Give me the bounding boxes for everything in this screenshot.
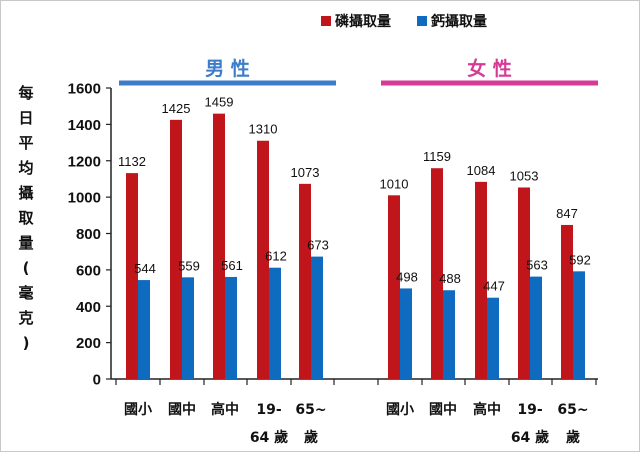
data-label-phosphorus: 1073 xyxy=(291,165,320,180)
data-label-calcium: 544 xyxy=(134,261,156,276)
data-label-calcium: 498 xyxy=(396,269,418,284)
y-tick-label: 400 xyxy=(76,299,101,316)
bar-calcium xyxy=(269,267,281,379)
bar-phosphorus xyxy=(257,140,269,379)
bar-calcium xyxy=(400,288,412,379)
legend-label: 磷攝取量 xyxy=(335,13,391,30)
bar-calcium xyxy=(138,280,150,379)
y-tick-label: 1200 xyxy=(68,153,101,170)
bar-phosphorus xyxy=(299,183,311,379)
bar-phosphorus xyxy=(431,168,443,379)
x-tick-label: 高中 xyxy=(211,401,239,418)
y-tick-label: 600 xyxy=(76,262,101,279)
x-tick-label: 64 歲 xyxy=(250,429,288,446)
bar-phosphorus xyxy=(170,119,182,379)
data-label-calcium: 447 xyxy=(483,279,505,294)
data-label-phosphorus: 1310 xyxy=(249,122,278,137)
y-tick-label: 1400 xyxy=(68,117,101,134)
y-axis-title-char: 每 xyxy=(18,84,34,102)
bar-calcium xyxy=(530,276,542,379)
bar-phosphorus xyxy=(213,113,225,379)
bar-phosphorus xyxy=(475,181,487,379)
data-label-calcium: 559 xyxy=(178,258,200,273)
legend-label: 鈣攝取量 xyxy=(431,13,487,30)
bar-calcium xyxy=(573,271,585,379)
x-tick-label: 19- xyxy=(517,402,542,418)
group-label: 男 性 xyxy=(205,57,250,80)
data-label-calcium: 563 xyxy=(526,258,548,273)
group-label: 女 性 xyxy=(467,57,512,80)
bar-phosphorus xyxy=(388,195,400,379)
data-label-phosphorus: 1425 xyxy=(162,101,191,116)
data-label-phosphorus: 1053 xyxy=(510,168,539,183)
x-tick-label: 國小 xyxy=(386,402,414,418)
bar-phosphorus xyxy=(518,187,530,379)
group-bar xyxy=(119,80,336,86)
y-axis-title-char: 取 xyxy=(18,209,34,227)
x-tick-label: 歲 xyxy=(304,429,318,446)
y-tick-label: 800 xyxy=(76,226,101,243)
data-label-calcium: 612 xyxy=(265,249,287,264)
data-label-calcium: 592 xyxy=(569,252,591,267)
y-axis-title-char: 日 xyxy=(18,109,34,127)
data-label-calcium: 673 xyxy=(307,238,329,253)
y-axis-title-char: 平 xyxy=(18,134,34,152)
bar-phosphorus xyxy=(561,224,573,379)
y-tick-label: 1000 xyxy=(68,190,101,207)
data-label-calcium: 488 xyxy=(439,271,461,286)
y-axis-title-char: 克 xyxy=(18,309,34,327)
y-axis-title-char: 均 xyxy=(18,159,34,177)
bar-calcium xyxy=(487,297,499,379)
y-axis-title-char: 量 xyxy=(18,234,34,252)
y-tick-label: 200 xyxy=(76,335,101,352)
data-label-phosphorus: 847 xyxy=(556,206,578,221)
data-label-phosphorus: 1459 xyxy=(205,95,234,110)
bar-phosphorus xyxy=(126,173,138,379)
y-axis-title-char: 毫 xyxy=(18,284,34,302)
x-tick-label: 國中 xyxy=(429,401,457,418)
y-axis-title-char: ( xyxy=(22,259,30,277)
y-axis-title-char: 攝 xyxy=(18,184,34,202)
y-tick-label: 0 xyxy=(93,372,101,389)
x-tick-label: 高中 xyxy=(473,401,501,418)
x-tick-label: 65~ xyxy=(295,402,326,418)
x-tick-label: 65~ xyxy=(557,402,588,418)
group-bar xyxy=(381,80,598,86)
x-tick-label: 64 歲 xyxy=(511,429,549,446)
data-label-phosphorus: 1010 xyxy=(380,176,409,191)
data-label-phosphorus: 1084 xyxy=(467,163,496,178)
y-tick-label: 1600 xyxy=(68,81,101,98)
legend-swatch xyxy=(417,16,427,26)
y-axis-title: 每日平均攝取量 ( 毫克) xyxy=(15,81,37,356)
x-tick-label: 歲 xyxy=(566,429,580,446)
x-tick-label: 國小 xyxy=(124,402,152,418)
data-label-phosphorus: 1132 xyxy=(118,154,146,169)
bar-calcium xyxy=(225,276,237,379)
legend-swatch xyxy=(321,16,331,26)
bar-calcium xyxy=(311,256,323,379)
x-tick-label: 19- xyxy=(256,402,281,418)
bar-calcium xyxy=(443,290,455,379)
data-label-phosphorus: 1159 xyxy=(423,149,451,164)
y-axis-title-char: ) xyxy=(22,334,30,352)
data-label-calcium: 561 xyxy=(221,258,243,273)
x-tick-label: 國中 xyxy=(168,401,196,418)
bar-calcium xyxy=(182,277,194,379)
